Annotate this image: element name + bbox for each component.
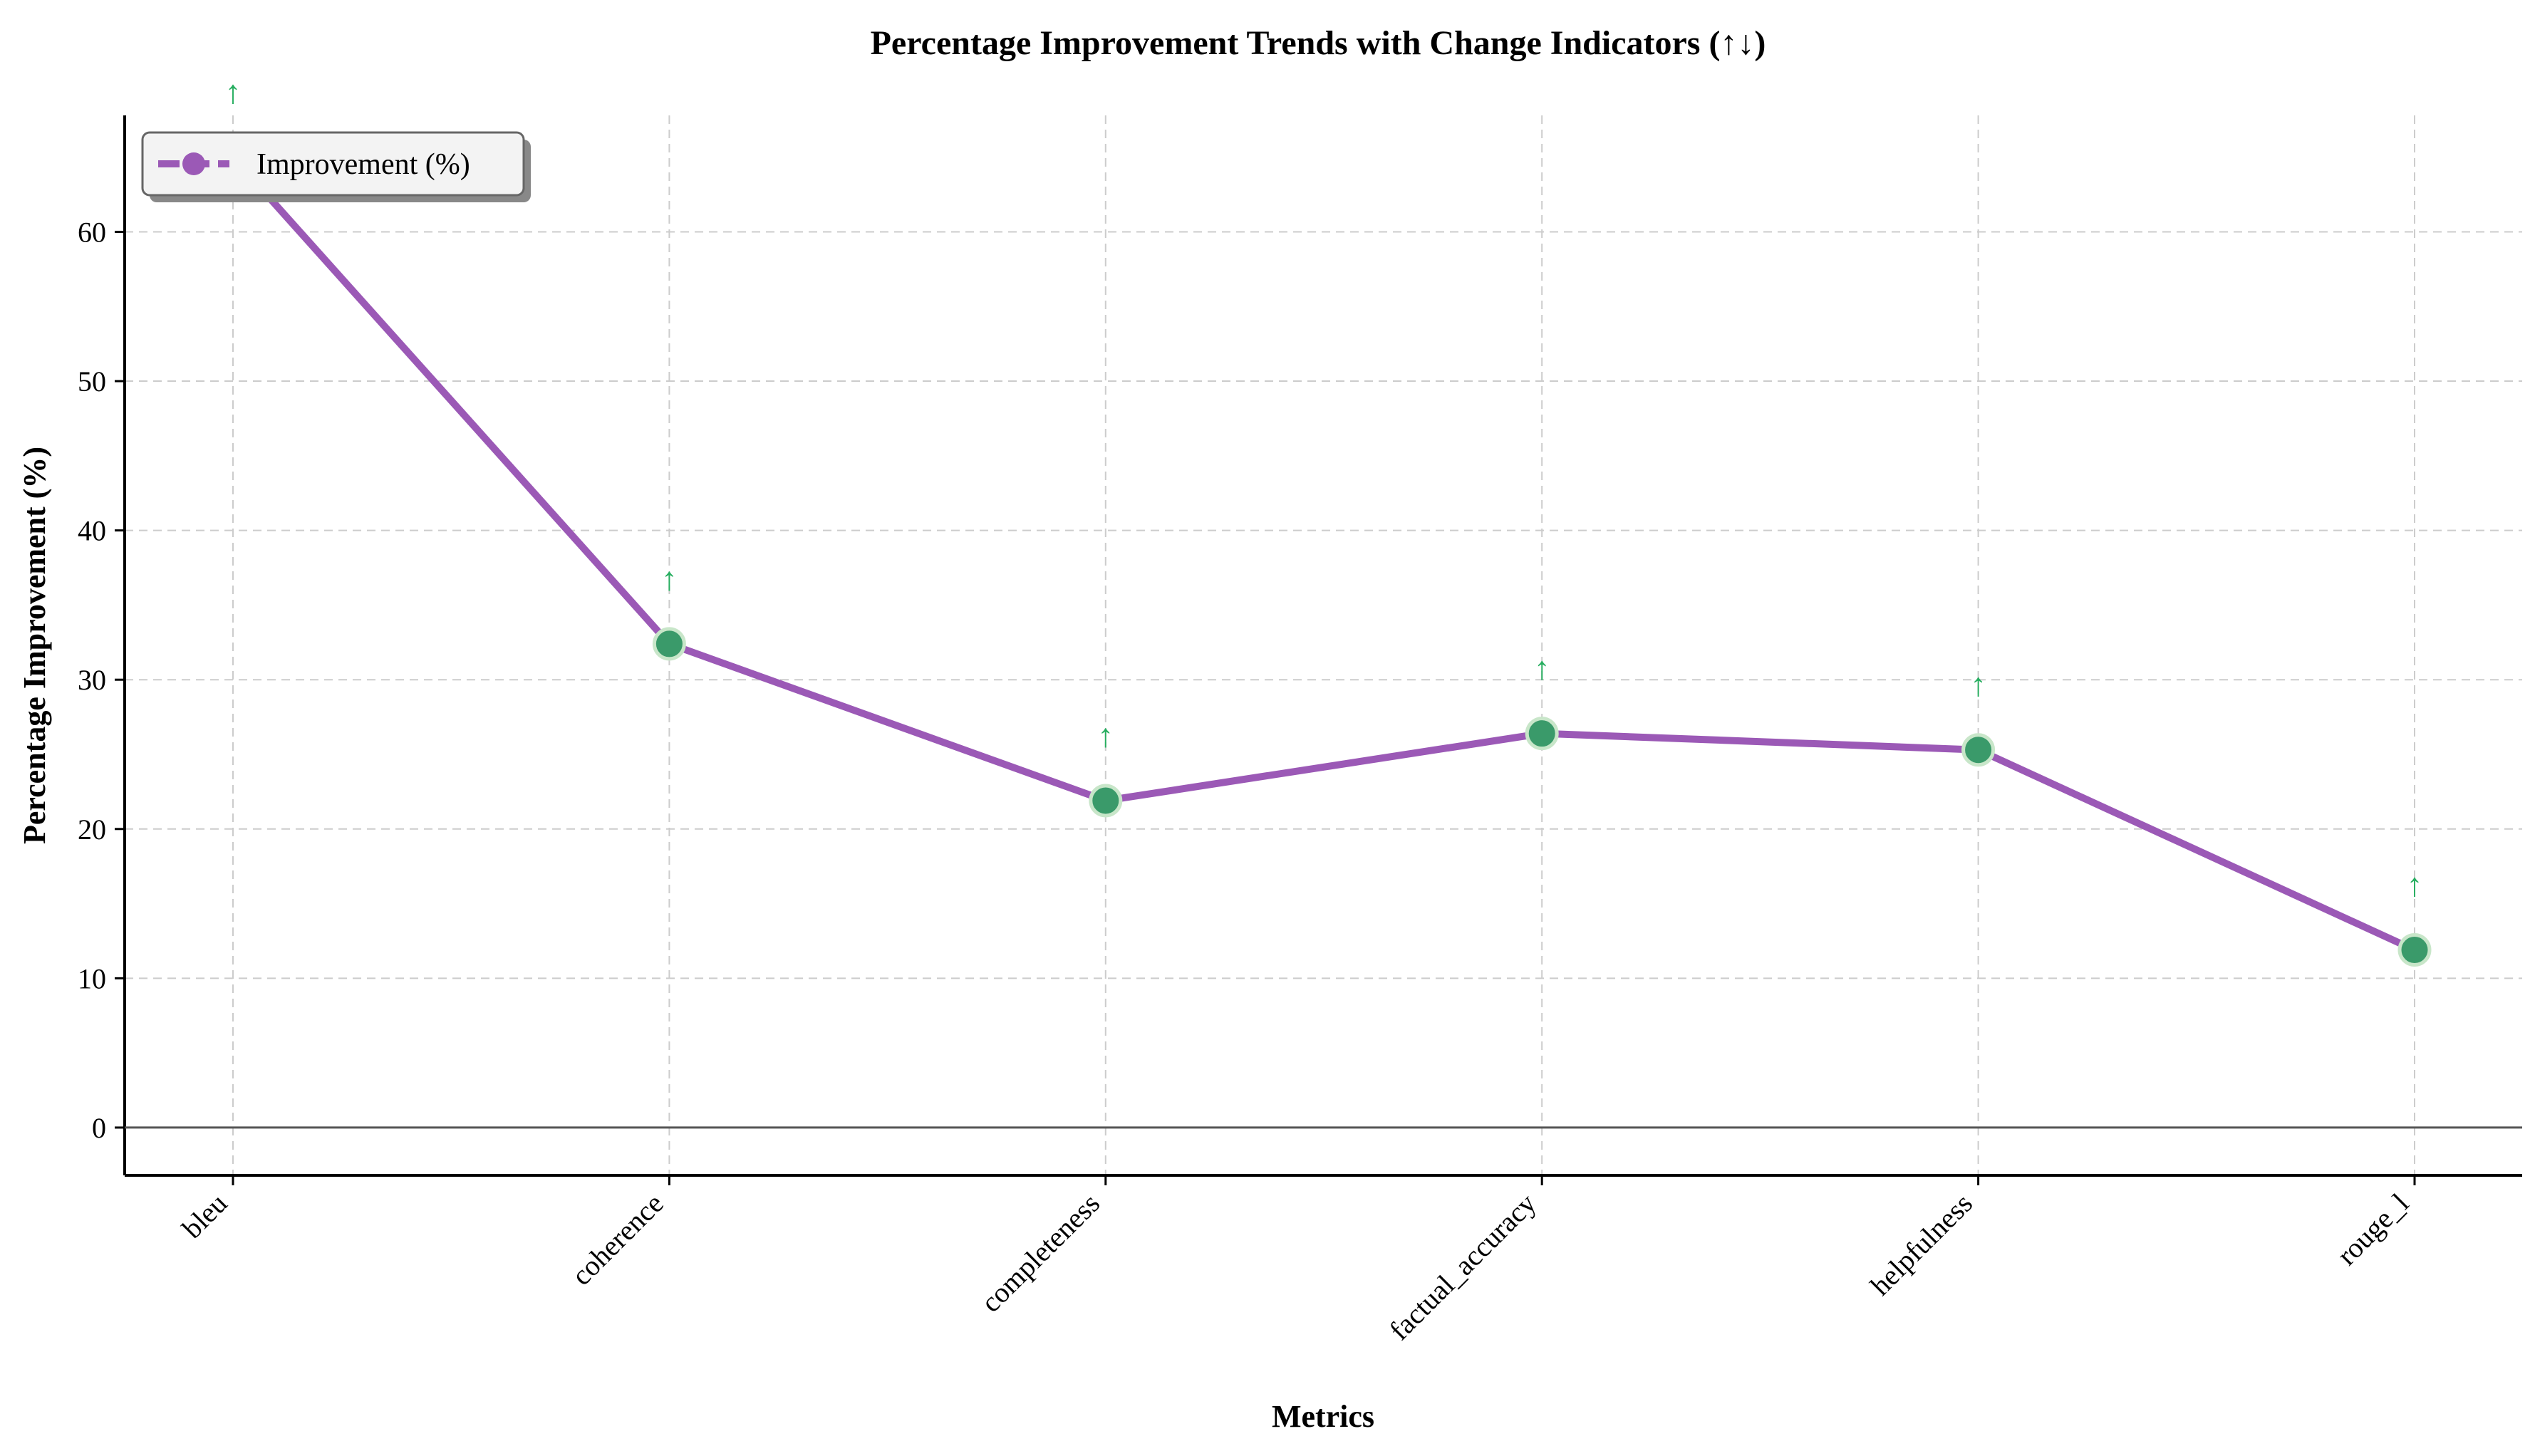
x-tick-label: completeness — [975, 1187, 1106, 1319]
change-indicator-label: ↑ — [1534, 650, 1550, 687]
x-tick-label: helpfulness — [1864, 1187, 1979, 1302]
series-line — [229, 153, 2418, 954]
data-point-marker — [1089, 784, 1123, 818]
grid-lines — [125, 115, 2522, 1175]
y-axis-title: Percentage Improvement (%) — [17, 447, 52, 844]
y-tick-label: 10 — [78, 962, 106, 994]
data-point-marker — [652, 627, 686, 661]
y-tick-label: 60 — [78, 216, 106, 248]
y-tick-label: 30 — [78, 664, 106, 696]
data-point-marker — [1961, 733, 1996, 767]
change-indicators: ↑ ↑ ↑ ↑ ↑ ↑ — [225, 74, 2423, 903]
x-axis-title: Metrics — [1272, 1399, 1374, 1434]
legend-box — [141, 131, 525, 197]
change-indicator-label: ↑ — [1970, 667, 1986, 703]
legend-label: Improvement (%) — [256, 148, 470, 181]
data-point-marker — [2397, 933, 2432, 967]
y-tick-label: 20 — [78, 813, 106, 846]
x-tick-label: coherence — [565, 1187, 669, 1291]
x-tick-label: bleu — [176, 1187, 234, 1245]
x-tick-label: rouge_l — [2331, 1187, 2415, 1272]
y-tick-label: 50 — [78, 365, 106, 397]
change-indicator-label: ↑ — [225, 74, 242, 110]
change-indicator-label: ↑ — [2407, 867, 2423, 903]
x-tick-label: factual_accuracy — [1383, 1187, 1542, 1346]
y-tick-label: 0 — [92, 1112, 106, 1144]
change-indicator-label: ↑ — [661, 561, 678, 597]
chart-title: Percentage Improvement Trends with Chang… — [871, 24, 1766, 62]
data-point-marker — [1525, 717, 1559, 751]
legend-marker-sample — [182, 152, 205, 175]
change-indicator-label: ↑ — [1097, 717, 1114, 754]
legend: Improvement (%) — [141, 131, 531, 202]
y-tick-label: 40 — [78, 515, 106, 547]
axes — [123, 115, 2522, 1177]
data-series — [229, 153, 2432, 967]
